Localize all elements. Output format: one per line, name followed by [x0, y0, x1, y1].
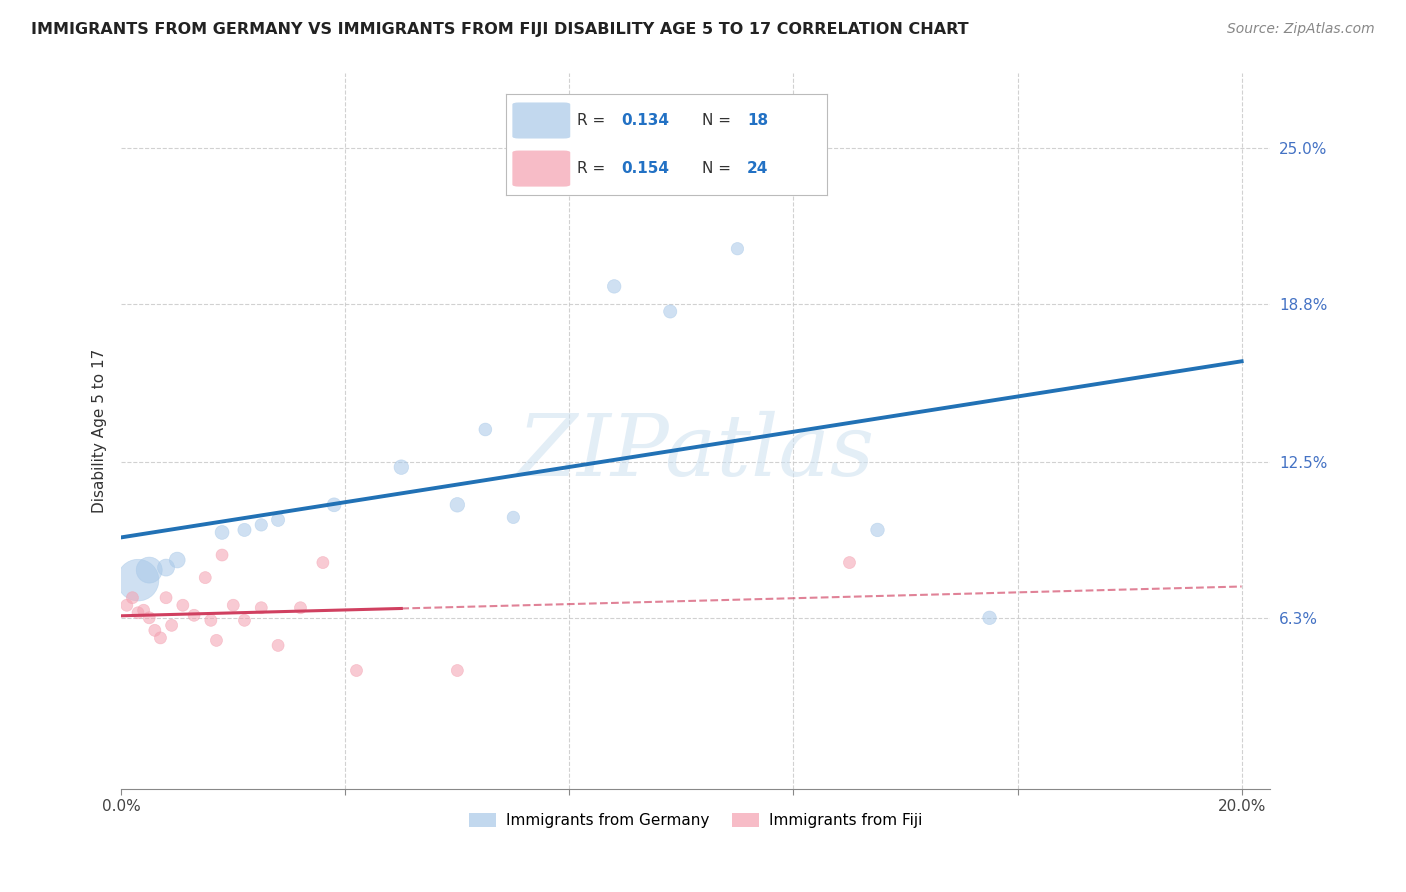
Y-axis label: Disability Age 5 to 17: Disability Age 5 to 17 — [93, 349, 107, 513]
Point — [138, 563, 160, 577]
Point — [323, 498, 346, 512]
Point — [725, 242, 748, 256]
Point — [121, 591, 143, 605]
Text: Source: ZipAtlas.com: Source: ZipAtlas.com — [1227, 22, 1375, 37]
Point — [160, 618, 183, 632]
Point — [446, 664, 468, 678]
Point — [183, 608, 205, 623]
Point — [250, 600, 273, 615]
Point — [155, 591, 177, 605]
Point — [200, 613, 222, 627]
Point — [250, 517, 273, 532]
Point — [211, 548, 233, 562]
Legend: Immigrants from Germany, Immigrants from Fiji: Immigrants from Germany, Immigrants from… — [463, 807, 928, 835]
Text: IMMIGRANTS FROM GERMANY VS IMMIGRANTS FROM FIJI DISABILITY AGE 5 TO 17 CORRELATI: IMMIGRANTS FROM GERMANY VS IMMIGRANTS FR… — [31, 22, 969, 37]
Point — [290, 600, 312, 615]
Point — [211, 525, 233, 540]
Point — [838, 556, 860, 570]
Point — [132, 603, 155, 617]
Point — [474, 422, 496, 436]
Point — [166, 553, 188, 567]
Point — [312, 556, 335, 570]
Point — [659, 304, 682, 318]
Point — [233, 523, 256, 537]
Text: ZIPatlas: ZIPatlas — [517, 411, 875, 493]
Point — [138, 611, 160, 625]
Point — [446, 498, 468, 512]
Point — [149, 631, 172, 645]
Point — [603, 279, 626, 293]
Point — [115, 599, 138, 613]
Point — [502, 510, 524, 524]
Point — [127, 606, 149, 620]
Point — [143, 624, 166, 638]
Point — [267, 513, 290, 527]
Point — [172, 599, 194, 613]
Point — [155, 560, 177, 574]
Point — [205, 633, 228, 648]
Point — [127, 573, 149, 587]
Point — [267, 639, 290, 653]
Point — [389, 460, 412, 475]
Point — [866, 523, 889, 537]
Point — [346, 664, 368, 678]
Point — [194, 571, 217, 585]
Point — [979, 611, 1001, 625]
Point — [222, 599, 245, 613]
Point — [233, 613, 256, 627]
